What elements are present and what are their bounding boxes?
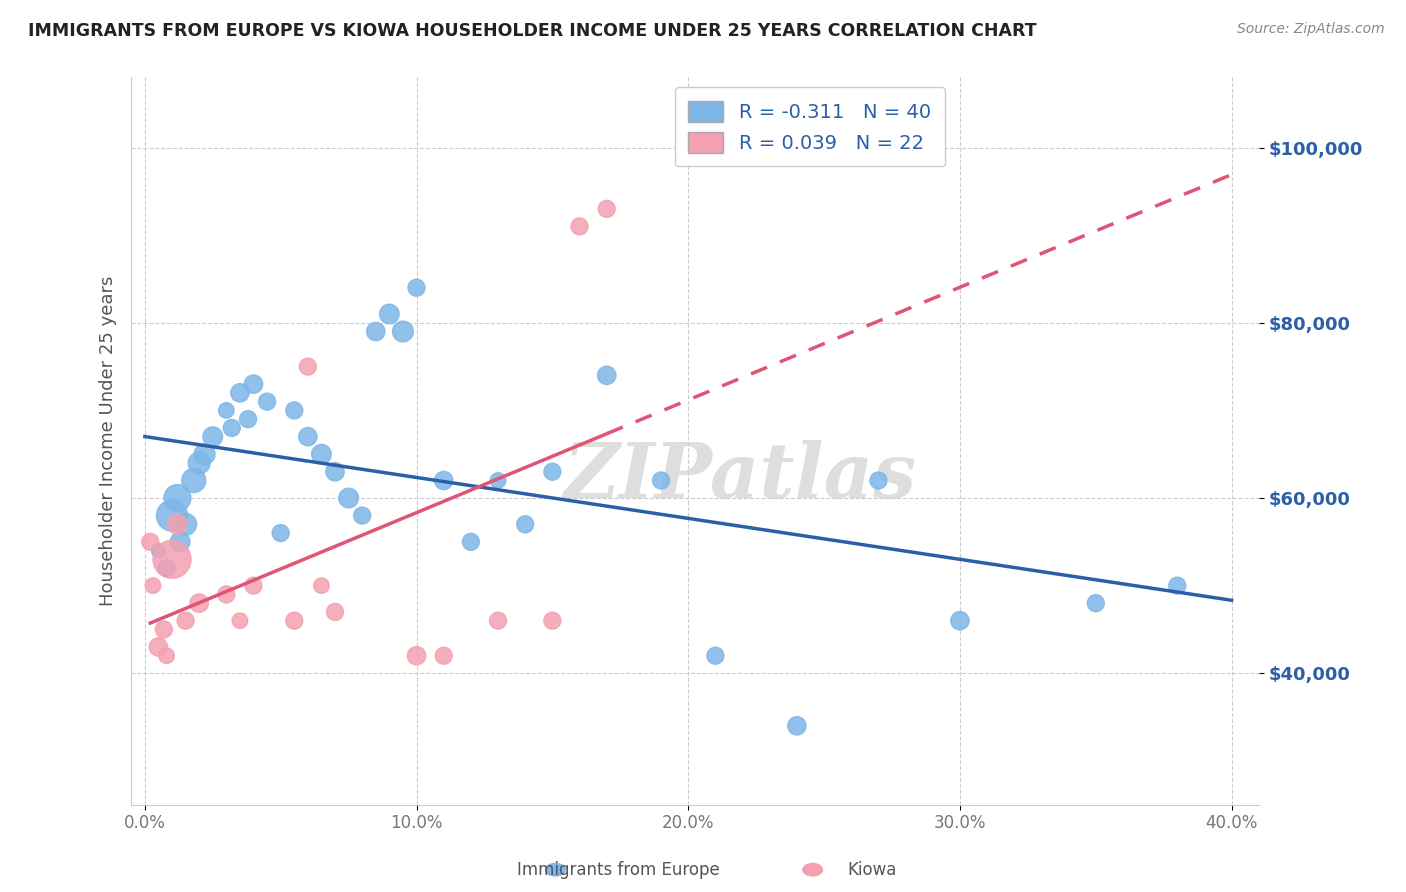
Point <box>650 474 672 488</box>
Point <box>433 648 456 663</box>
Point <box>297 359 319 374</box>
Point <box>311 579 333 593</box>
Point <box>148 640 170 654</box>
Point <box>323 605 346 619</box>
Point <box>868 474 890 488</box>
Point <box>283 614 305 628</box>
Point <box>160 508 183 523</box>
Point <box>352 508 374 523</box>
Point <box>236 412 259 426</box>
Point <box>183 474 205 488</box>
Point <box>215 403 238 417</box>
Legend: R = -0.311   N = 40, R = 0.039   N = 22: R = -0.311 N = 40, R = 0.039 N = 22 <box>675 87 945 167</box>
Point <box>155 648 177 663</box>
Point <box>323 465 346 479</box>
Point <box>297 430 319 444</box>
Point <box>596 368 619 383</box>
Point <box>188 456 211 470</box>
Point <box>256 394 278 409</box>
Point <box>174 517 197 532</box>
Point <box>405 648 427 663</box>
Point <box>311 447 333 461</box>
Point <box>242 377 264 392</box>
Point <box>153 623 176 637</box>
Point <box>460 534 482 549</box>
Point <box>215 587 238 601</box>
Point <box>194 447 217 461</box>
Point <box>160 552 183 566</box>
Point <box>541 614 564 628</box>
Text: Immigrants from Europe: Immigrants from Europe <box>517 861 720 879</box>
Point <box>596 202 619 216</box>
Point <box>229 385 252 400</box>
Point <box>337 491 360 505</box>
Text: ZIPatlas: ZIPatlas <box>564 441 917 515</box>
Point <box>786 719 808 733</box>
Text: Kiowa: Kiowa <box>846 861 897 879</box>
Text: IMMIGRANTS FROM EUROPE VS KIOWA HOUSEHOLDER INCOME UNDER 25 YEARS CORRELATION CH: IMMIGRANTS FROM EUROPE VS KIOWA HOUSEHOL… <box>28 22 1036 40</box>
Point <box>201 430 224 444</box>
Point <box>541 465 564 479</box>
Point <box>229 614 252 628</box>
Point <box>378 307 401 321</box>
Point <box>221 421 243 435</box>
Point <box>392 325 415 339</box>
Point <box>139 534 162 549</box>
Point <box>142 579 165 593</box>
Point <box>169 534 191 549</box>
Point <box>166 491 188 505</box>
Point <box>188 596 211 610</box>
Point <box>949 614 972 628</box>
Point <box>568 219 591 234</box>
Point <box>433 474 456 488</box>
Point <box>242 579 264 593</box>
Point <box>148 543 170 558</box>
Point <box>155 561 177 575</box>
Point <box>270 526 292 541</box>
Point <box>486 614 509 628</box>
Point <box>405 281 427 295</box>
Y-axis label: Householder Income Under 25 years: Householder Income Under 25 years <box>100 276 117 607</box>
Point <box>174 614 197 628</box>
Point <box>1084 596 1107 610</box>
Point <box>166 517 188 532</box>
Point <box>364 325 387 339</box>
Point <box>1166 579 1188 593</box>
Text: Source: ZipAtlas.com: Source: ZipAtlas.com <box>1237 22 1385 37</box>
Point <box>704 648 727 663</box>
Point <box>486 474 509 488</box>
Point <box>515 517 537 532</box>
Point <box>283 403 305 417</box>
